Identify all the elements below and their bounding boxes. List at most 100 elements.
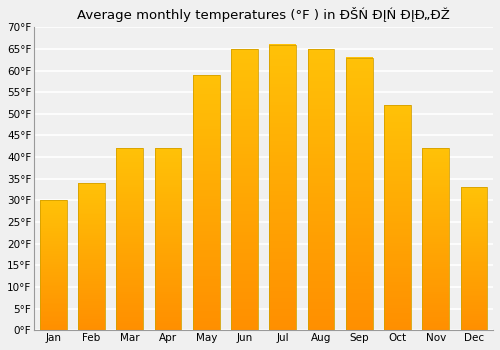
Bar xyxy=(193,304,220,308)
Bar xyxy=(384,232,411,235)
Bar xyxy=(270,98,296,102)
Bar xyxy=(422,239,449,241)
Bar xyxy=(384,260,411,263)
Bar xyxy=(193,324,220,327)
Bar xyxy=(346,129,372,133)
Bar xyxy=(40,233,66,234)
Bar xyxy=(193,170,220,174)
Bar xyxy=(116,289,143,292)
Bar xyxy=(193,215,220,218)
Bar xyxy=(78,302,105,304)
Bar xyxy=(231,203,258,207)
Bar xyxy=(78,317,105,319)
Bar xyxy=(308,136,334,140)
Bar xyxy=(193,253,220,257)
Bar xyxy=(78,238,105,240)
Bar xyxy=(193,209,220,212)
Bar xyxy=(384,305,411,308)
Bar xyxy=(384,161,411,164)
Bar xyxy=(231,302,258,306)
Bar xyxy=(78,251,105,253)
Bar xyxy=(154,184,182,187)
Bar xyxy=(78,264,105,266)
Bar xyxy=(346,306,372,310)
Bar xyxy=(116,307,143,310)
Bar xyxy=(422,153,449,155)
Bar xyxy=(384,133,411,136)
Bar xyxy=(193,132,220,135)
Bar xyxy=(346,112,372,116)
Bar xyxy=(193,75,220,330)
Bar xyxy=(308,88,334,91)
Bar xyxy=(460,225,487,227)
Bar xyxy=(422,262,449,264)
Bar xyxy=(40,276,66,278)
Bar xyxy=(116,319,143,321)
Bar xyxy=(270,252,296,255)
Bar xyxy=(422,160,449,162)
Bar xyxy=(460,266,487,268)
Bar xyxy=(193,238,220,241)
Bar xyxy=(460,228,487,230)
Bar xyxy=(270,105,296,109)
Bar xyxy=(78,306,105,308)
Bar xyxy=(422,232,449,235)
Bar xyxy=(460,309,487,311)
Bar xyxy=(193,174,220,177)
Bar xyxy=(384,111,411,114)
Bar xyxy=(78,253,105,255)
Bar xyxy=(40,273,66,275)
Bar xyxy=(116,321,143,323)
Bar xyxy=(40,281,66,283)
Bar xyxy=(40,272,66,273)
Bar xyxy=(422,296,449,299)
Bar xyxy=(422,234,449,237)
Bar xyxy=(40,264,66,265)
Bar xyxy=(40,203,66,205)
Bar xyxy=(422,223,449,226)
Bar xyxy=(154,221,182,223)
Bar xyxy=(193,212,220,215)
Bar xyxy=(116,230,143,232)
Bar xyxy=(231,200,258,204)
Bar xyxy=(308,196,334,200)
Bar xyxy=(40,221,66,223)
Bar xyxy=(193,285,220,289)
Bar xyxy=(270,169,296,173)
Bar xyxy=(384,173,411,176)
Bar xyxy=(231,299,258,302)
Bar xyxy=(78,324,105,327)
Bar xyxy=(346,234,372,238)
Bar xyxy=(308,175,334,179)
Bar xyxy=(308,256,334,260)
Bar xyxy=(384,116,411,119)
Bar xyxy=(78,262,105,264)
Bar xyxy=(154,241,182,244)
Bar xyxy=(308,210,334,214)
Bar xyxy=(460,285,487,287)
Bar xyxy=(346,286,372,289)
Bar xyxy=(460,191,487,193)
Bar xyxy=(116,167,143,169)
Bar xyxy=(270,291,296,295)
Bar xyxy=(460,252,487,253)
Bar xyxy=(154,173,182,176)
Bar xyxy=(384,265,411,268)
Bar xyxy=(422,182,449,185)
Bar xyxy=(460,250,487,252)
Bar xyxy=(40,247,66,249)
Bar xyxy=(308,94,334,98)
Bar xyxy=(154,216,182,219)
Bar xyxy=(460,243,487,245)
Bar xyxy=(78,223,105,225)
Bar xyxy=(422,282,449,285)
Bar xyxy=(231,66,258,70)
Bar xyxy=(422,187,449,189)
Bar xyxy=(116,305,143,308)
Bar xyxy=(193,151,220,155)
Bar xyxy=(231,102,258,105)
Bar xyxy=(154,212,182,215)
Bar xyxy=(78,288,105,290)
Bar xyxy=(231,196,258,200)
Bar xyxy=(193,103,220,107)
